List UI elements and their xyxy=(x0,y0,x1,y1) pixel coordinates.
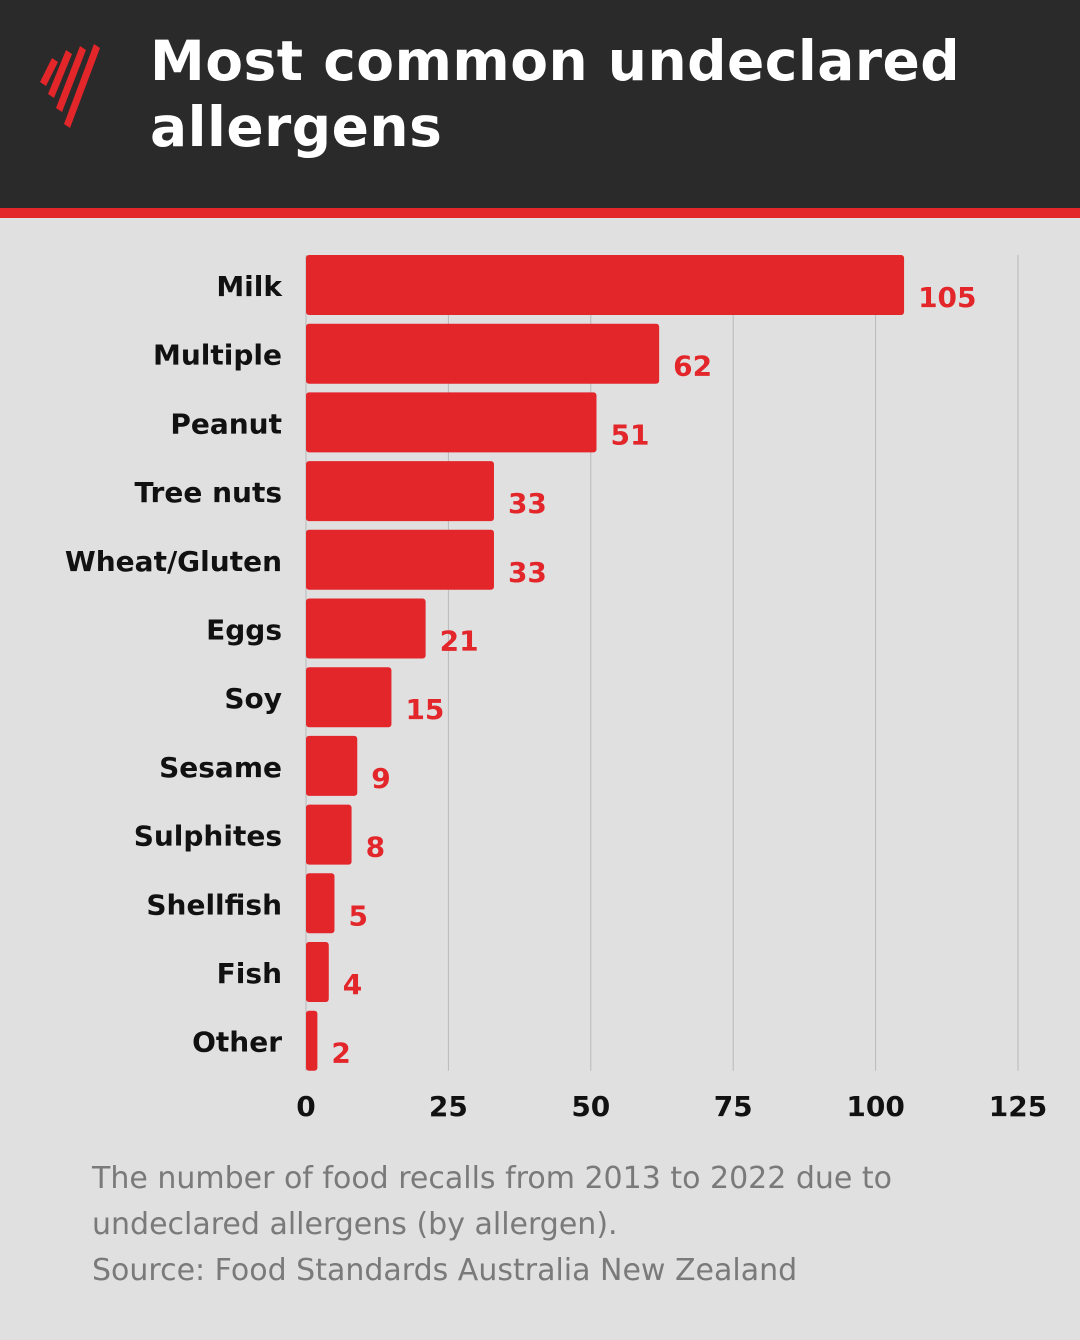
value-label: 21 xyxy=(440,625,479,658)
category-label: Eggs xyxy=(206,614,282,647)
value-label: 9 xyxy=(371,762,390,795)
bar xyxy=(306,1010,318,1071)
gridlines xyxy=(305,255,1019,1071)
x-tick-label: 0 xyxy=(296,1090,315,1123)
bar xyxy=(306,942,329,1002)
caption-line-2: undeclared allergens (by allergen). xyxy=(92,1207,618,1242)
category-label: Peanut xyxy=(170,407,282,440)
bar xyxy=(306,323,660,384)
bar xyxy=(306,873,335,934)
bar xyxy=(306,529,494,590)
bar xyxy=(306,667,392,728)
value-label: 15 xyxy=(405,693,444,726)
header-divider xyxy=(0,208,1080,218)
category-label: Fish xyxy=(217,957,282,990)
value-labels: 105 62 51 33 33 21 15 9 8 5 4 2 xyxy=(331,281,976,1070)
value-label: 62 xyxy=(673,350,712,383)
sbs-logo-icon xyxy=(40,44,100,128)
bar xyxy=(306,392,597,453)
bar xyxy=(306,598,426,659)
title-line-1: Most common undeclared xyxy=(150,29,961,93)
category-label: Milk xyxy=(216,270,283,303)
x-tick-label: 75 xyxy=(714,1090,753,1123)
category-label: Other xyxy=(192,1026,282,1059)
value-label: 33 xyxy=(508,556,547,589)
value-label: 5 xyxy=(348,899,367,932)
value-label: 2 xyxy=(331,1037,350,1070)
category-label: Sulphites xyxy=(134,820,282,853)
title-line-2: allergens xyxy=(150,95,443,159)
category-label: Wheat/Gluten xyxy=(65,545,282,578)
bar xyxy=(306,804,352,865)
value-label: 105 xyxy=(918,281,976,314)
x-axis-tick-labels: 0 25 50 75 100 125 xyxy=(296,1090,1047,1123)
bar xyxy=(306,735,358,796)
bars xyxy=(306,255,905,1071)
value-label: 33 xyxy=(508,487,547,520)
value-label: 4 xyxy=(343,968,362,1001)
x-tick-label: 100 xyxy=(846,1090,904,1123)
bar xyxy=(306,461,494,522)
category-label: Soy xyxy=(224,682,282,715)
x-tick-label: 50 xyxy=(571,1090,610,1123)
category-labels: Milk Multiple Peanut Tree nuts Wheat/Gluten E… xyxy=(65,270,284,1059)
value-label: 8 xyxy=(366,831,385,864)
category-label: Multiple xyxy=(153,339,282,372)
bar xyxy=(306,255,905,315)
x-tick-label: 25 xyxy=(429,1090,468,1123)
category-label: Shellfish xyxy=(146,888,282,921)
caption-source: Source: Food Standards Australia New Zea… xyxy=(92,1253,798,1288)
category-label: Tree nuts xyxy=(135,476,282,509)
chart-title: Most common undeclared allergens xyxy=(150,28,1050,160)
caption-line-1: The number of food recalls from 2013 to … xyxy=(92,1161,893,1196)
value-label: 51 xyxy=(610,418,649,451)
bar-chart: Milk Multiple Peanut Tree nuts Wheat/Gluten E… xyxy=(65,255,1047,1123)
x-tick-label: 125 xyxy=(989,1090,1047,1123)
chart-caption: The number of food recalls from 2013 to … xyxy=(92,1156,992,1294)
header-banner: Most common undeclared allergens xyxy=(0,0,1080,208)
category-label: Sesame xyxy=(159,751,282,784)
